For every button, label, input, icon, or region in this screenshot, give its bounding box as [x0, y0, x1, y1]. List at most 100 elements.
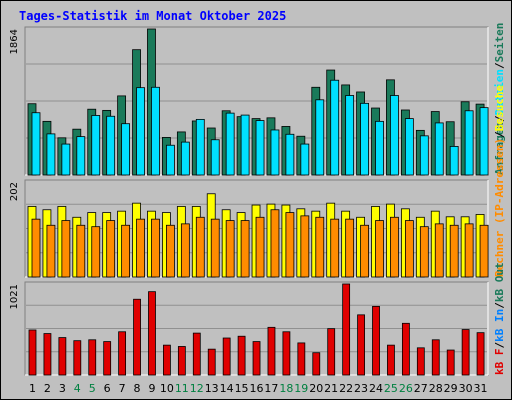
bar-kb-out-7 — [118, 331, 127, 376]
bar-dateien-5 — [91, 115, 101, 176]
bar-dateien-20 — [315, 99, 325, 176]
bar-rechner-30 — [464, 223, 474, 278]
bar-kb-out-11 — [177, 346, 186, 376]
bar-rechner-3 — [61, 220, 71, 278]
bar-dateien-28 — [434, 122, 444, 176]
bar-kb-out-27 — [416, 347, 425, 376]
bar-dateien-21 — [330, 79, 340, 176]
x-label-day-24: 24 — [369, 382, 383, 395]
bar-kb-out-9 — [148, 291, 156, 376]
x-label-day-22: 22 — [339, 382, 353, 395]
bar-dateien-11 — [180, 141, 190, 176]
x-label-day-13: 13 — [205, 382, 219, 395]
bar-dateien-29 — [449, 146, 459, 176]
bar-rechner-25 — [390, 216, 399, 278]
bar-rechner-27 — [419, 226, 429, 278]
x-label-day-18: 18 — [279, 382, 293, 395]
bar-rechner-31 — [479, 224, 489, 278]
x-label-day-17: 17 — [264, 382, 278, 395]
bar-rechner-1 — [31, 218, 41, 278]
bar-rechner-9 — [151, 218, 160, 278]
bar-rechner-8 — [136, 218, 145, 278]
bar-rechner-28 — [434, 223, 444, 278]
bar-kb-out-22 — [342, 283, 351, 376]
panel-middle: 202 — [9, 179, 489, 278]
bar-kb-out-10 — [163, 344, 171, 376]
right-legend-top: Anfragen/Dateien/Seiten — [493, 23, 506, 175]
x-label-day-8: 8 — [134, 382, 141, 395]
bar-kb-out-1 — [28, 329, 37, 376]
bar-kb-out-19 — [297, 342, 306, 376]
panel-bottom: 1021 — [9, 281, 489, 376]
bar-rechner-20 — [315, 216, 325, 278]
bar-rechner-13 — [210, 218, 220, 278]
legend-part: / — [493, 115, 506, 122]
x-axis-labels: 1 2 3 4 5 6 7 8 9 10 11 12 13 14 15 16 17 18 19 20 21 22 23 24 2… — [29, 382, 488, 395]
y-max-label-bottom: 1021 — [9, 284, 20, 309]
bar-dateien-14 — [225, 112, 235, 176]
x-label-day-6: 6 — [104, 382, 111, 395]
bar-dateien-24 — [375, 120, 384, 176]
y-max-label-middle: 202 — [9, 182, 20, 201]
bar-dateien-25 — [390, 95, 399, 176]
bar-dateien-9 — [151, 86, 160, 176]
x-label-day-3: 3 — [59, 382, 66, 395]
bar-kb-out-24 — [372, 305, 380, 376]
bar-dateien-1 — [31, 112, 41, 176]
legend-part: / — [493, 342, 506, 349]
bar-dateien-10 — [166, 144, 175, 176]
bar-kb-out-25 — [387, 344, 395, 376]
bar-rechner-7 — [121, 224, 131, 278]
chart-title: Tages-Statistik im Monat Oktober 2025 — [19, 9, 286, 23]
bar-rechner-18 — [285, 212, 295, 278]
bar-dateien-26 — [404, 118, 414, 176]
x-label-day-30: 30 — [459, 382, 473, 395]
bar-dateien-4 — [76, 136, 86, 176]
x-label-day-23: 23 — [354, 382, 368, 395]
legend-part: Besuche — [493, 85, 506, 132]
x-label-day-15: 15 — [235, 382, 249, 395]
panel-top: 1864 — [9, 26, 489, 176]
legend-part: Dateien — [493, 69, 506, 115]
bar-dateien-18 — [285, 133, 295, 176]
x-label-day-1: 1 — [29, 382, 36, 395]
bar-kb-out-5 — [88, 339, 97, 376]
bar-rechner-19 — [300, 215, 310, 278]
x-label-day-16: 16 — [250, 382, 264, 395]
bar-dateien-6 — [106, 115, 116, 176]
bar-kb-out-26 — [401, 322, 410, 376]
x-label-day-25: 25 — [384, 382, 398, 395]
bar-kb-out-21 — [327, 328, 336, 376]
bar-dateien-27 — [419, 135, 429, 176]
x-label-day-19: 19 — [294, 382, 308, 395]
bar-dateien-12 — [195, 118, 205, 176]
legend-part: / — [493, 131, 506, 138]
x-label-day-9: 9 — [148, 382, 155, 395]
bar-dateien-17 — [270, 129, 280, 176]
bar-rechner-26 — [404, 220, 414, 278]
x-label-day-28: 28 — [429, 382, 443, 395]
bar-kb-out-28 — [431, 339, 440, 376]
bar-dateien-7 — [121, 123, 131, 176]
legend-part: / — [493, 302, 506, 309]
bar-rechner-4 — [76, 224, 86, 278]
bar-dateien-30 — [464, 110, 474, 176]
bar-rechner-14 — [225, 220, 235, 278]
bar-kb-out-15 — [237, 335, 246, 376]
bar-kb-out-13 — [207, 348, 216, 376]
legend-part: Seiten — [493, 23, 506, 63]
bar-rechner-22 — [345, 218, 355, 278]
x-label-day-12: 12 — [190, 382, 204, 395]
right-legend-middle: Rechner (IP-Adressen)/Besuche — [493, 85, 506, 277]
legend-part: Anfragen — [493, 122, 506, 175]
bar-rechner-10 — [166, 224, 175, 278]
bar-dateien-22 — [345, 95, 355, 176]
bar-rechner-11 — [180, 223, 190, 278]
legend-part: / — [493, 62, 506, 69]
bar-kb-out-29 — [446, 349, 455, 376]
legend-part: kB Out — [493, 262, 506, 302]
bar-dateien-8 — [136, 87, 145, 176]
